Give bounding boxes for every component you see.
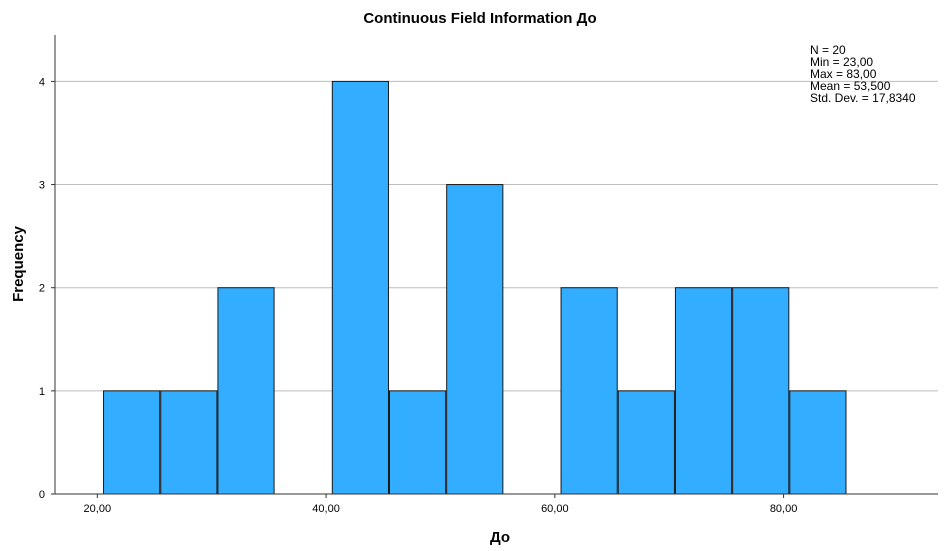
axes: [54, 35, 938, 495]
x-axis-label: До: [490, 529, 510, 546]
histogram-bar-1: [160, 390, 218, 495]
histogram-bar-5: [388, 390, 447, 495]
histogram-bar-11: [732, 287, 790, 495]
y-tick-label-2: 2: [39, 283, 45, 295]
histogram-bar-6: [446, 184, 504, 495]
stat-min: Min = 23,00: [810, 55, 873, 69]
y-tick-label-3: 3: [39, 180, 45, 192]
y-tick-label-4: 4: [39, 76, 45, 88]
histogram-bar-10: [674, 287, 733, 495]
histogram-bar-12: [789, 390, 847, 495]
y-tick-label-1: 1: [39, 386, 45, 398]
histogram-bar-8: [560, 287, 618, 495]
chart-title: Continuous Field Information До: [363, 10, 596, 27]
y-axis-label: Frequency: [10, 225, 27, 302]
histogram-bar-4: [331, 80, 389, 495]
histogram-bar-2: [217, 287, 275, 495]
tick-labels: 0 1 2 3 4 20,00 40,00 60,00 80,00: [39, 76, 797, 515]
stat-mean: Mean = 53,500: [810, 79, 891, 93]
stats-box: N = 20 Min = 23,00 Max = 83,00 Mean = 53…: [810, 43, 916, 105]
stat-std-dev: Std. Dev. = 17,8340: [810, 91, 916, 105]
y-tick-label-0: 0: [39, 489, 45, 501]
histogram-bar-0: [103, 390, 161, 495]
x-tick-label-80: 80,00: [770, 503, 798, 515]
stat-n: N = 20: [810, 43, 846, 57]
x-tick-label-40: 40,00: [312, 503, 340, 515]
x-tick-label-60: 60,00: [541, 503, 569, 515]
histogram-bars: [103, 80, 847, 495]
stat-max: Max = 83,00: [810, 67, 877, 81]
x-tick-label-20: 20,00: [84, 503, 112, 515]
histogram-bar-9: [617, 390, 675, 495]
